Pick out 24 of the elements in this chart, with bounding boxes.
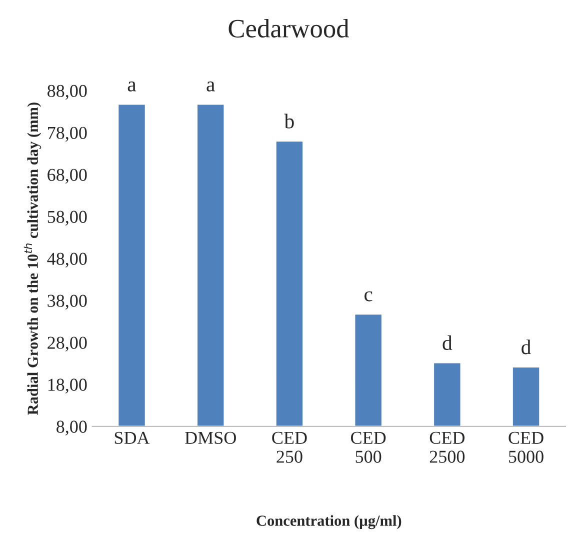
x-tick-label: CED 500 — [351, 432, 386, 463]
annotation: c — [364, 291, 372, 302]
y-tick-label: 68,00 — [48, 168, 87, 184]
annotation: a — [128, 81, 136, 92]
y-axis-title: Radial Growth on the 10$^{th}$ cultivation day (mm) — [24, 102, 42, 415]
y-tick-label: 8,00 — [56, 420, 87, 436]
x-axis-title: Concentration (µg/ml) — [256, 515, 402, 530]
annotation: d — [442, 335, 452, 350]
chart-title: Cedarwood — [228, 19, 349, 38]
y-tick-label: 48,00 — [47, 252, 87, 268]
annotation: b — [284, 114, 294, 128]
annotation: a — [206, 81, 215, 92]
y-tick-label: 18,00 — [48, 378, 87, 394]
x-tick-label: SDA — [114, 432, 150, 444]
x-tick-label: CED 250 — [272, 432, 307, 463]
y-tick-label: 78,00 — [48, 126, 87, 142]
x-tick-label: CED 2500 — [430, 432, 465, 463]
x-tick-label: CED 5000 — [508, 432, 544, 463]
y-tick-label: 58,00 — [48, 210, 87, 226]
y-tick-label: 38,00 — [48, 294, 87, 310]
y-tick-label: 28,00 — [48, 336, 87, 352]
y-tick-label: 88,00 — [48, 84, 87, 100]
annotation: d — [522, 340, 531, 354]
x-tick-label: DMSO — [185, 432, 236, 444]
